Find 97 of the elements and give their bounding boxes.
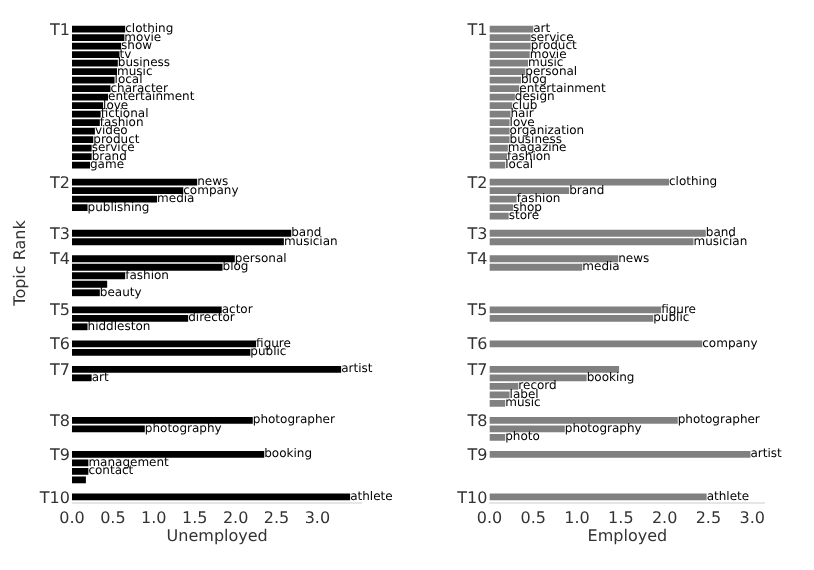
bar [72, 348, 251, 356]
x-tick-label: 3.0 [304, 509, 331, 528]
y-tick-label: T8 [465, 411, 488, 430]
y-tick-label: T1 [465, 20, 488, 39]
bar [72, 59, 118, 67]
x-tick-label: 2.0 [222, 509, 249, 528]
y-tick-label: T9 [465, 445, 488, 464]
bar [489, 204, 514, 212]
bar [72, 365, 342, 373]
y-tick-label: T4 [48, 250, 70, 269]
bar [489, 144, 508, 152]
bar [72, 110, 101, 118]
x-tick-label: 3.0 [739, 509, 765, 528]
bar [489, 59, 528, 67]
bar [489, 76, 521, 84]
y-tick-label: T10 [37, 488, 70, 507]
bar [72, 476, 86, 484]
bar [72, 306, 222, 314]
bar [489, 93, 515, 101]
y-tick-label: T6 [465, 335, 488, 354]
x-tick-label: 1.5 [608, 509, 634, 528]
bar [489, 306, 662, 314]
bar [489, 119, 510, 127]
bar [489, 314, 654, 322]
x-tick-label: 0.0 [476, 509, 503, 528]
x-tick-label: 1.5 [181, 509, 208, 528]
bar [489, 161, 506, 169]
bar [72, 85, 111, 93]
x-axis-title: Unemployed [166, 527, 268, 546]
x-tick-label: 1.0 [141, 509, 167, 528]
y-axis-title: Topic Rank [11, 219, 30, 308]
bar [489, 51, 530, 59]
bar [72, 289, 100, 297]
x-tick-label: 2.5 [263, 509, 290, 528]
bar [489, 34, 531, 42]
bar [72, 93, 108, 101]
bar [72, 76, 115, 84]
bar [489, 68, 526, 76]
bar [489, 391, 510, 399]
bar [72, 229, 292, 237]
bar [489, 416, 678, 424]
x-tick-label: 0.5 [520, 509, 546, 528]
y-tick-label: T5 [48, 301, 70, 320]
y-tick-label: T8 [48, 411, 70, 430]
bar [489, 153, 507, 161]
bar [489, 212, 509, 220]
bar [72, 25, 126, 33]
bar [489, 340, 703, 348]
bar [489, 102, 513, 110]
bar [72, 255, 235, 263]
y-tick-label: T6 [48, 335, 70, 354]
bar [72, 34, 125, 42]
x-axis-title: Employed [587, 527, 668, 546]
bar [489, 110, 511, 118]
bar [72, 161, 90, 169]
bar [72, 416, 253, 424]
bar [72, 340, 257, 348]
bar [489, 178, 669, 186]
bar [72, 68, 117, 76]
bar [72, 51, 120, 59]
y-tick-label: T10 [455, 488, 488, 507]
y-tick-label: T2 [465, 173, 488, 192]
bar [72, 467, 89, 475]
y-tick-label: T9 [48, 445, 70, 464]
bar [489, 365, 620, 373]
bar [72, 136, 94, 144]
bar [72, 238, 284, 246]
y-tick-label: T3 [465, 224, 488, 243]
bar [489, 255, 619, 263]
bar [489, 127, 510, 135]
bar [489, 136, 510, 144]
bar [489, 85, 520, 93]
x-tick-label: 1.0 [564, 509, 590, 528]
bar [72, 144, 92, 152]
bar [489, 25, 534, 33]
y-tick-label: T7 [48, 360, 70, 379]
bar [489, 42, 531, 50]
y-tick-label: T7 [465, 360, 488, 379]
x-tick-label: 2.0 [651, 509, 678, 528]
bar [72, 450, 265, 458]
bar [72, 153, 92, 161]
bar [72, 102, 104, 110]
bar [72, 178, 198, 186]
bar [72, 42, 122, 50]
x-tick-label: 0.0 [59, 509, 85, 528]
y-tick-label: T3 [48, 224, 70, 243]
y-tick-label: T5 [465, 301, 488, 320]
bar [72, 127, 95, 135]
bar [489, 450, 751, 458]
bar [489, 399, 506, 407]
y-tick-label: T2 [48, 173, 70, 192]
bar [489, 229, 706, 237]
y-tick-label: T1 [48, 20, 70, 39]
x-tick-label: 0.5 [100, 509, 126, 528]
x-tick-label: 2.5 [695, 509, 722, 528]
bar [72, 119, 100, 127]
y-tick-label: T4 [465, 250, 488, 269]
